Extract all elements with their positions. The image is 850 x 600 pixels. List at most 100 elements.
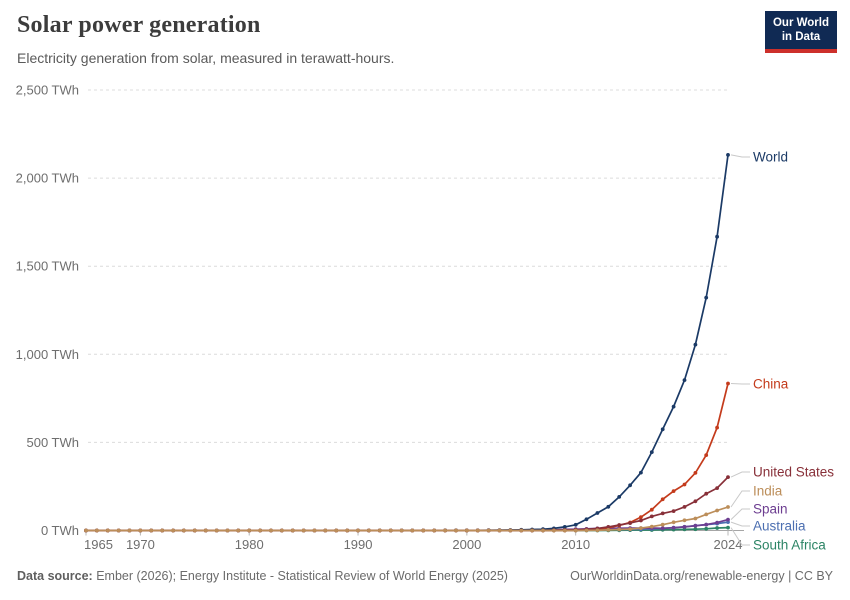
data-point-united-states bbox=[693, 499, 698, 504]
y-tick-label: 2,500 TWh bbox=[16, 83, 79, 98]
data-point-india bbox=[138, 528, 143, 533]
data-point-united-states bbox=[639, 518, 643, 523]
footer-license-link[interactable]: OurWorldinData.org/renewable-energy | CC… bbox=[570, 569, 833, 583]
data-source-label: Data source: bbox=[17, 569, 93, 583]
label-connector-australia bbox=[730, 521, 750, 527]
data-point-india bbox=[388, 528, 393, 533]
label-connector-united-states bbox=[730, 471, 750, 478]
data-point-india bbox=[116, 528, 121, 533]
data-point-india bbox=[410, 528, 415, 533]
data-point-india bbox=[508, 528, 513, 533]
data-point-india bbox=[530, 528, 534, 533]
data-point-spain bbox=[660, 526, 665, 531]
data-point-india bbox=[552, 528, 556, 533]
data-point-united-states bbox=[715, 486, 719, 490]
x-tick-label: 1980 bbox=[235, 537, 264, 552]
data-point-india bbox=[519, 528, 524, 533]
data-point-india bbox=[628, 527, 632, 531]
series-label-south-africa[interactable]: South Africa bbox=[753, 538, 826, 553]
y-tick-label: 500 TWh bbox=[26, 435, 79, 450]
series-label-china[interactable]: China bbox=[753, 377, 789, 392]
data-point-world bbox=[649, 450, 654, 454]
data-point-india bbox=[617, 527, 622, 532]
data-point-india bbox=[541, 528, 545, 533]
data-point-india bbox=[149, 528, 154, 533]
data-point-china bbox=[639, 515, 643, 520]
data-point-india bbox=[377, 528, 382, 533]
data-point-india bbox=[367, 528, 371, 533]
owid-logo[interactable]: Our World in Data bbox=[765, 11, 837, 53]
data-point-united-states bbox=[617, 523, 622, 527]
y-tick-label: 0 TWh bbox=[41, 523, 79, 538]
series-label-united-states[interactable]: United States bbox=[753, 465, 834, 480]
data-point-india bbox=[443, 528, 447, 533]
data-point-india bbox=[171, 528, 176, 533]
footer-data-source: Data source: Ember (2026); Energy Instit… bbox=[17, 569, 508, 583]
data-point-india bbox=[432, 528, 437, 533]
label-connector-spain bbox=[730, 508, 750, 520]
data-point-india bbox=[715, 508, 719, 513]
page-subtitle: Electricity generation from solar, measu… bbox=[17, 50, 395, 66]
series-label-india[interactable]: India bbox=[753, 484, 783, 499]
data-point-world bbox=[584, 517, 589, 522]
data-point-spain bbox=[715, 520, 719, 525]
data-point-united-states bbox=[660, 511, 665, 516]
data-point-world bbox=[628, 483, 632, 488]
data-point-united-states bbox=[628, 521, 632, 525]
data-point-world bbox=[682, 378, 687, 382]
data-point-china bbox=[726, 381, 730, 386]
data-point-china bbox=[693, 471, 698, 475]
label-connector-south-africa bbox=[730, 527, 750, 546]
data-point-united-states bbox=[704, 491, 709, 496]
data-point-world bbox=[660, 427, 665, 432]
data-point-india bbox=[704, 512, 709, 517]
data-point-india bbox=[247, 528, 252, 533]
data-point-china bbox=[682, 482, 687, 487]
data-point-india bbox=[682, 518, 687, 523]
series-line-china bbox=[86, 383, 729, 532]
data-point-china bbox=[671, 489, 676, 493]
series-label-spain[interactable]: Spain bbox=[753, 502, 788, 517]
data-point-india bbox=[192, 528, 197, 533]
data-point-india bbox=[660, 522, 665, 527]
data-point-india bbox=[345, 528, 350, 533]
data-point-india bbox=[584, 528, 589, 533]
label-connector-china bbox=[730, 383, 750, 385]
data-point-india bbox=[301, 528, 306, 533]
data-point-china bbox=[660, 497, 665, 502]
series-line-world bbox=[86, 154, 729, 532]
series-label-australia[interactable]: Australia bbox=[753, 519, 806, 534]
data-point-india bbox=[323, 528, 328, 533]
data-point-india bbox=[639, 526, 643, 530]
label-connector-world bbox=[730, 154, 750, 158]
data-point-india bbox=[214, 528, 219, 533]
data-point-spain bbox=[693, 523, 698, 528]
data-point-india bbox=[225, 528, 230, 533]
data-point-china bbox=[649, 507, 654, 512]
series-label-world[interactable]: World bbox=[753, 150, 788, 165]
data-point-india bbox=[475, 528, 480, 533]
data-point-india bbox=[693, 516, 698, 521]
data-point-india bbox=[486, 528, 491, 533]
data-point-united-states bbox=[606, 525, 611, 529]
data-point-india bbox=[454, 528, 458, 533]
data-point-world bbox=[704, 295, 709, 300]
data-point-south-africa bbox=[693, 527, 698, 532]
data-point-united-states bbox=[671, 509, 676, 513]
data-point-china bbox=[715, 425, 719, 430]
data-point-india bbox=[356, 528, 360, 533]
data-point-india bbox=[84, 528, 88, 533]
series-line-india bbox=[86, 506, 729, 532]
data-point-india bbox=[203, 528, 208, 533]
data-point-india bbox=[290, 528, 295, 533]
data-point-india bbox=[127, 528, 132, 533]
x-tick-label: 2024 bbox=[714, 537, 743, 552]
data-point-india bbox=[464, 528, 469, 533]
data-point-world bbox=[562, 525, 567, 529]
data-point-world bbox=[595, 511, 600, 515]
data-point-india bbox=[105, 528, 110, 533]
x-tick-label: 2000 bbox=[452, 537, 481, 552]
data-point-india bbox=[312, 528, 317, 533]
